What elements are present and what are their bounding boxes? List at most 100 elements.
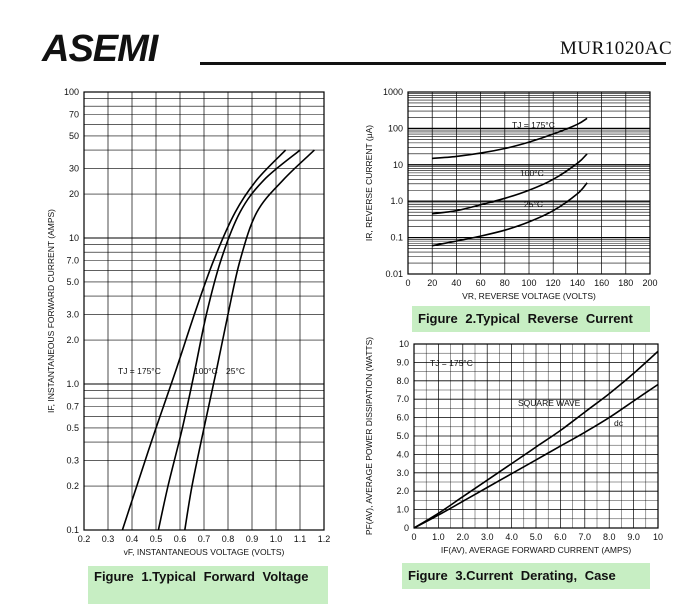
y-tick-label: 1000 xyxy=(383,87,403,97)
x-tick-label: 0.8 xyxy=(222,534,235,544)
x-tick-label: 100 xyxy=(521,278,536,288)
y-tick-label: 10 xyxy=(393,160,403,170)
y-tick-label: 70 xyxy=(69,110,79,120)
x-tick-label: 120 xyxy=(546,278,561,288)
y-tick-label: 0 xyxy=(404,523,409,533)
y-tick-label: 2.0 xyxy=(66,335,79,345)
x-tick-label: 5.0 xyxy=(530,532,543,542)
series-label: 100°C xyxy=(520,168,544,178)
y-axis-label: IR, REVERSE CURRENT (μA) xyxy=(364,125,374,241)
series-label: SQUARE WAVE xyxy=(518,398,581,408)
x-tick-label: 0.3 xyxy=(102,534,115,544)
y-tick-label: 3.0 xyxy=(396,468,409,478)
y-tick-label: 1.0 xyxy=(66,379,79,389)
plot-frame xyxy=(407,91,651,275)
x-tick-label: 0.9 xyxy=(246,534,259,544)
x-tick-label: 0.7 xyxy=(198,534,211,544)
figure-3-caption: Figure 3.Current Derating, Case xyxy=(402,563,650,589)
x-tick-label: 8.0 xyxy=(603,532,616,542)
y-tick-label: 8.0 xyxy=(396,376,409,386)
y-tick-label: 9.0 xyxy=(396,357,409,367)
x-tick-label: 1.0 xyxy=(432,532,445,542)
x-tick-label: 7.0 xyxy=(579,532,592,542)
series-line xyxy=(432,182,588,247)
y-tick-label: 0.5 xyxy=(66,423,79,433)
series-label: 100°C xyxy=(194,366,218,376)
x-tick-label: 6.0 xyxy=(554,532,567,542)
x-tick-label: 160 xyxy=(594,278,609,288)
series-line xyxy=(121,149,287,531)
x-tick-label: 0.6 xyxy=(174,534,187,544)
x-tick-label: 20 xyxy=(427,278,437,288)
series-label: TJ = 175°C xyxy=(118,366,161,376)
y-tick-label: 0.1 xyxy=(390,233,403,243)
x-tick-label: 0.4 xyxy=(126,534,139,544)
y-tick-label: 100 xyxy=(388,123,403,133)
asemi-logo: ASEMI xyxy=(41,28,161,68)
x-tick-label: 60 xyxy=(476,278,486,288)
series-label: 25°C xyxy=(524,199,543,209)
x-tick-label: 80 xyxy=(500,278,510,288)
y-axis-label: IF, INSTANTANEOUS FORWARD CURRENT (AMPS) xyxy=(46,209,56,413)
x-tick-label: 2.0 xyxy=(457,532,470,542)
figure-2-caption: Figure 2.Typical Reverse Current xyxy=(412,306,650,332)
y-tick-label: 7.0 xyxy=(396,394,409,404)
y-tick-label: 3.0 xyxy=(66,309,79,319)
y-tick-label: 2.0 xyxy=(396,486,409,496)
power-dissipation-chart: 0 1.0 2.0 3.0 4.0 5.0 6.0 7.0 8.0 9.0 10 0 1.0 2.0 3.0… xyxy=(364,337,663,555)
series-line xyxy=(157,149,301,531)
x-tick-label: 0.2 xyxy=(78,534,91,544)
reverse-current-chart: 0 20 40 60 80 100 120 140 160 180 200 0.01 0.1 1.0 10 1… xyxy=(364,87,658,301)
plot-frame xyxy=(413,343,659,529)
x-tick-label: 140 xyxy=(570,278,585,288)
series-label: TJ = 175°C xyxy=(512,120,555,130)
x-tick-label: 9.0 xyxy=(627,532,640,542)
plot-frame xyxy=(83,91,325,531)
y-tick-label: 30 xyxy=(69,163,79,173)
x-tick-label: 3.0 xyxy=(481,532,494,542)
y-tick-label: 0.3 xyxy=(66,455,79,465)
y-tick-label: 5.0 xyxy=(66,277,79,287)
x-tick-label: 10 xyxy=(653,532,663,542)
series-line xyxy=(184,149,315,531)
y-tick-label: 5.0 xyxy=(396,431,409,441)
x-tick-label: 1.2 xyxy=(318,534,331,544)
y-tick-label: 0.01 xyxy=(385,269,403,279)
series-line xyxy=(413,383,659,529)
y-tick-label: 10 xyxy=(399,339,409,349)
y-tick-label: 1.0 xyxy=(396,505,409,515)
svg-text:ASEMI: ASEMI xyxy=(41,28,160,68)
y-tick-label: 0.1 xyxy=(66,525,79,535)
series-label: TJ = 175°C xyxy=(430,358,473,368)
header-rule xyxy=(200,62,666,65)
x-tick-label: 0.5 xyxy=(150,534,163,544)
y-tick-label: 4.0 xyxy=(396,449,409,459)
x-tick-label: 0 xyxy=(411,532,416,542)
x-tick-label: 1.0 xyxy=(270,534,283,544)
forward-voltage-chart: 0.2 0.3 0.4 0.5 0.6 0.7 0.8 0.9 1.0 1.1 1.20.10.20… xyxy=(46,87,331,557)
figure-1-caption: Figure 1.Typical Forward Voltage xyxy=(88,566,328,604)
x-axis-label: VR, REVERSE VOLTAGE (VOLTS) xyxy=(462,291,596,301)
series-line xyxy=(432,117,588,160)
y-tick-label: 20 xyxy=(69,189,79,199)
y-axis-label: PF(AV), AVERAGE POWER DISSIPATION (WATTS… xyxy=(364,337,374,535)
x-tick-label: 180 xyxy=(618,278,633,288)
y-tick-label: 100 xyxy=(64,87,79,97)
y-tick-label: 50 xyxy=(69,131,79,141)
y-tick-label: 10 xyxy=(69,233,79,243)
part-number: MUR1020AC xyxy=(560,38,673,59)
x-tick-label: 0 xyxy=(405,278,410,288)
y-tick-label: 0.2 xyxy=(66,481,79,491)
y-tick-label: 7.0 xyxy=(66,256,79,266)
series-line xyxy=(432,153,588,215)
series-label: dc xyxy=(614,418,624,428)
x-tick-label: 40 xyxy=(451,278,461,288)
x-axis-label: vF, INSTANTANEOUS VOLTAGE (VOLTS) xyxy=(124,547,285,557)
y-tick-label: 6.0 xyxy=(396,413,409,423)
y-tick-label: 0.7 xyxy=(66,402,79,412)
x-tick-label: 200 xyxy=(642,278,657,288)
y-tick-label: 1.0 xyxy=(390,196,403,206)
x-axis-label: IF(AV), AVERAGE FORWARD CURRENT (AMPS) xyxy=(441,545,631,555)
series-line xyxy=(413,350,659,529)
series-label: 25°C xyxy=(226,366,245,376)
